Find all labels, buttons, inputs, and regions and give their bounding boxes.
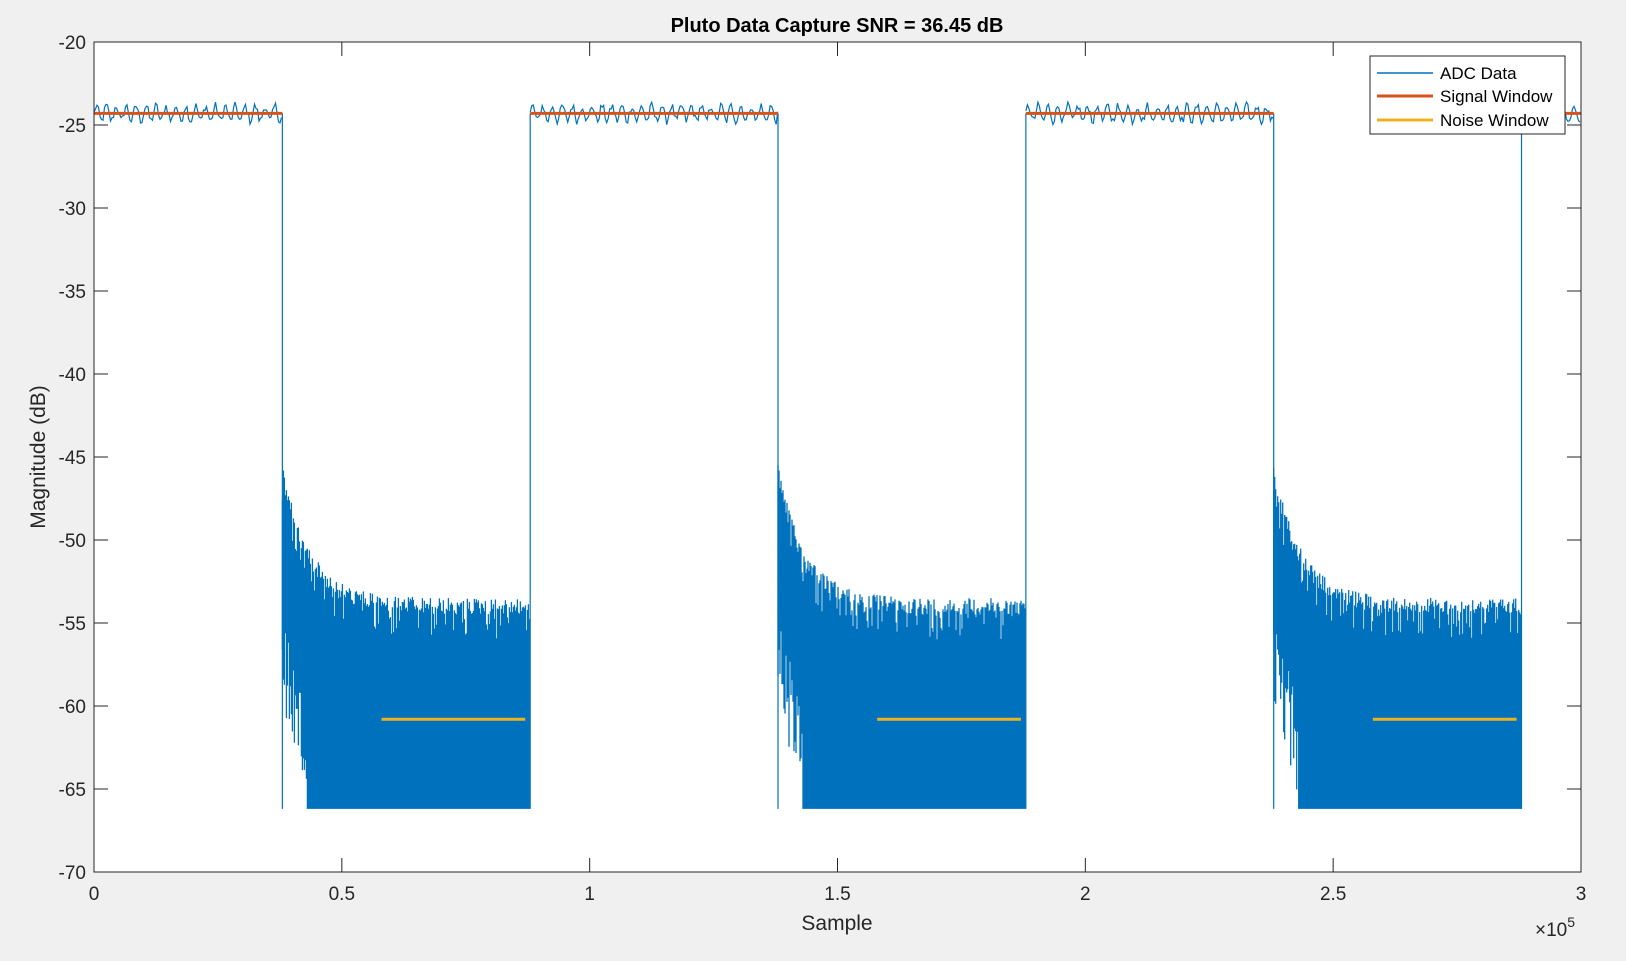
y-tick-label: -50 <box>59 531 86 552</box>
x-axis-title: Sample <box>801 912 872 935</box>
y-axis-title: Magnitude (dB) <box>27 385 50 529</box>
x-tick-label: 1.5 <box>824 884 850 905</box>
y-tick-label: -60 <box>59 697 86 718</box>
legend-label-signal-window: Signal Window <box>1440 87 1553 106</box>
y-tick-label: -25 <box>59 116 86 137</box>
x-exponent-base: ×10 <box>1535 920 1567 941</box>
y-tick-label: -30 <box>59 199 86 220</box>
legend-label-noise-window: Noise Window <box>1440 111 1549 130</box>
y-tick-label: -55 <box>59 614 86 635</box>
y-tick-label: -35 <box>59 282 86 303</box>
x-exponent-power: 5 <box>1567 914 1575 930</box>
data-layer <box>93 99 1581 809</box>
x-tick-label: 1 <box>584 884 595 905</box>
tick-layer: 0 0.5 1 1.5 2 2.5 3 -70 -65 -60 -55 -50 -45 -40 -35 -30… <box>59 33 1587 905</box>
chart-title: Pluto Data Capture SNR = 36.45 dB <box>671 15 1004 37</box>
y-tick-label: -70 <box>59 863 86 884</box>
y-tick-label: -45 <box>59 448 86 469</box>
x-tick-label: 3 <box>1576 884 1587 905</box>
x-tick-label: 2 <box>1080 884 1091 905</box>
y-tick-label: -20 <box>59 33 86 54</box>
y-tick-label: -65 <box>59 780 86 801</box>
x-tick-label: 2.5 <box>1320 884 1346 905</box>
x-tick-label: 0.5 <box>329 884 355 905</box>
legend-label-adc-data: ADC Data <box>1440 64 1517 83</box>
x-tick-label: 0 <box>89 884 100 905</box>
x-exponent-label: ×105 <box>1535 914 1575 941</box>
legend[interactable]: ADC Data Signal Window Noise Window <box>1369 55 1566 135</box>
y-tick-label: -40 <box>59 365 86 386</box>
